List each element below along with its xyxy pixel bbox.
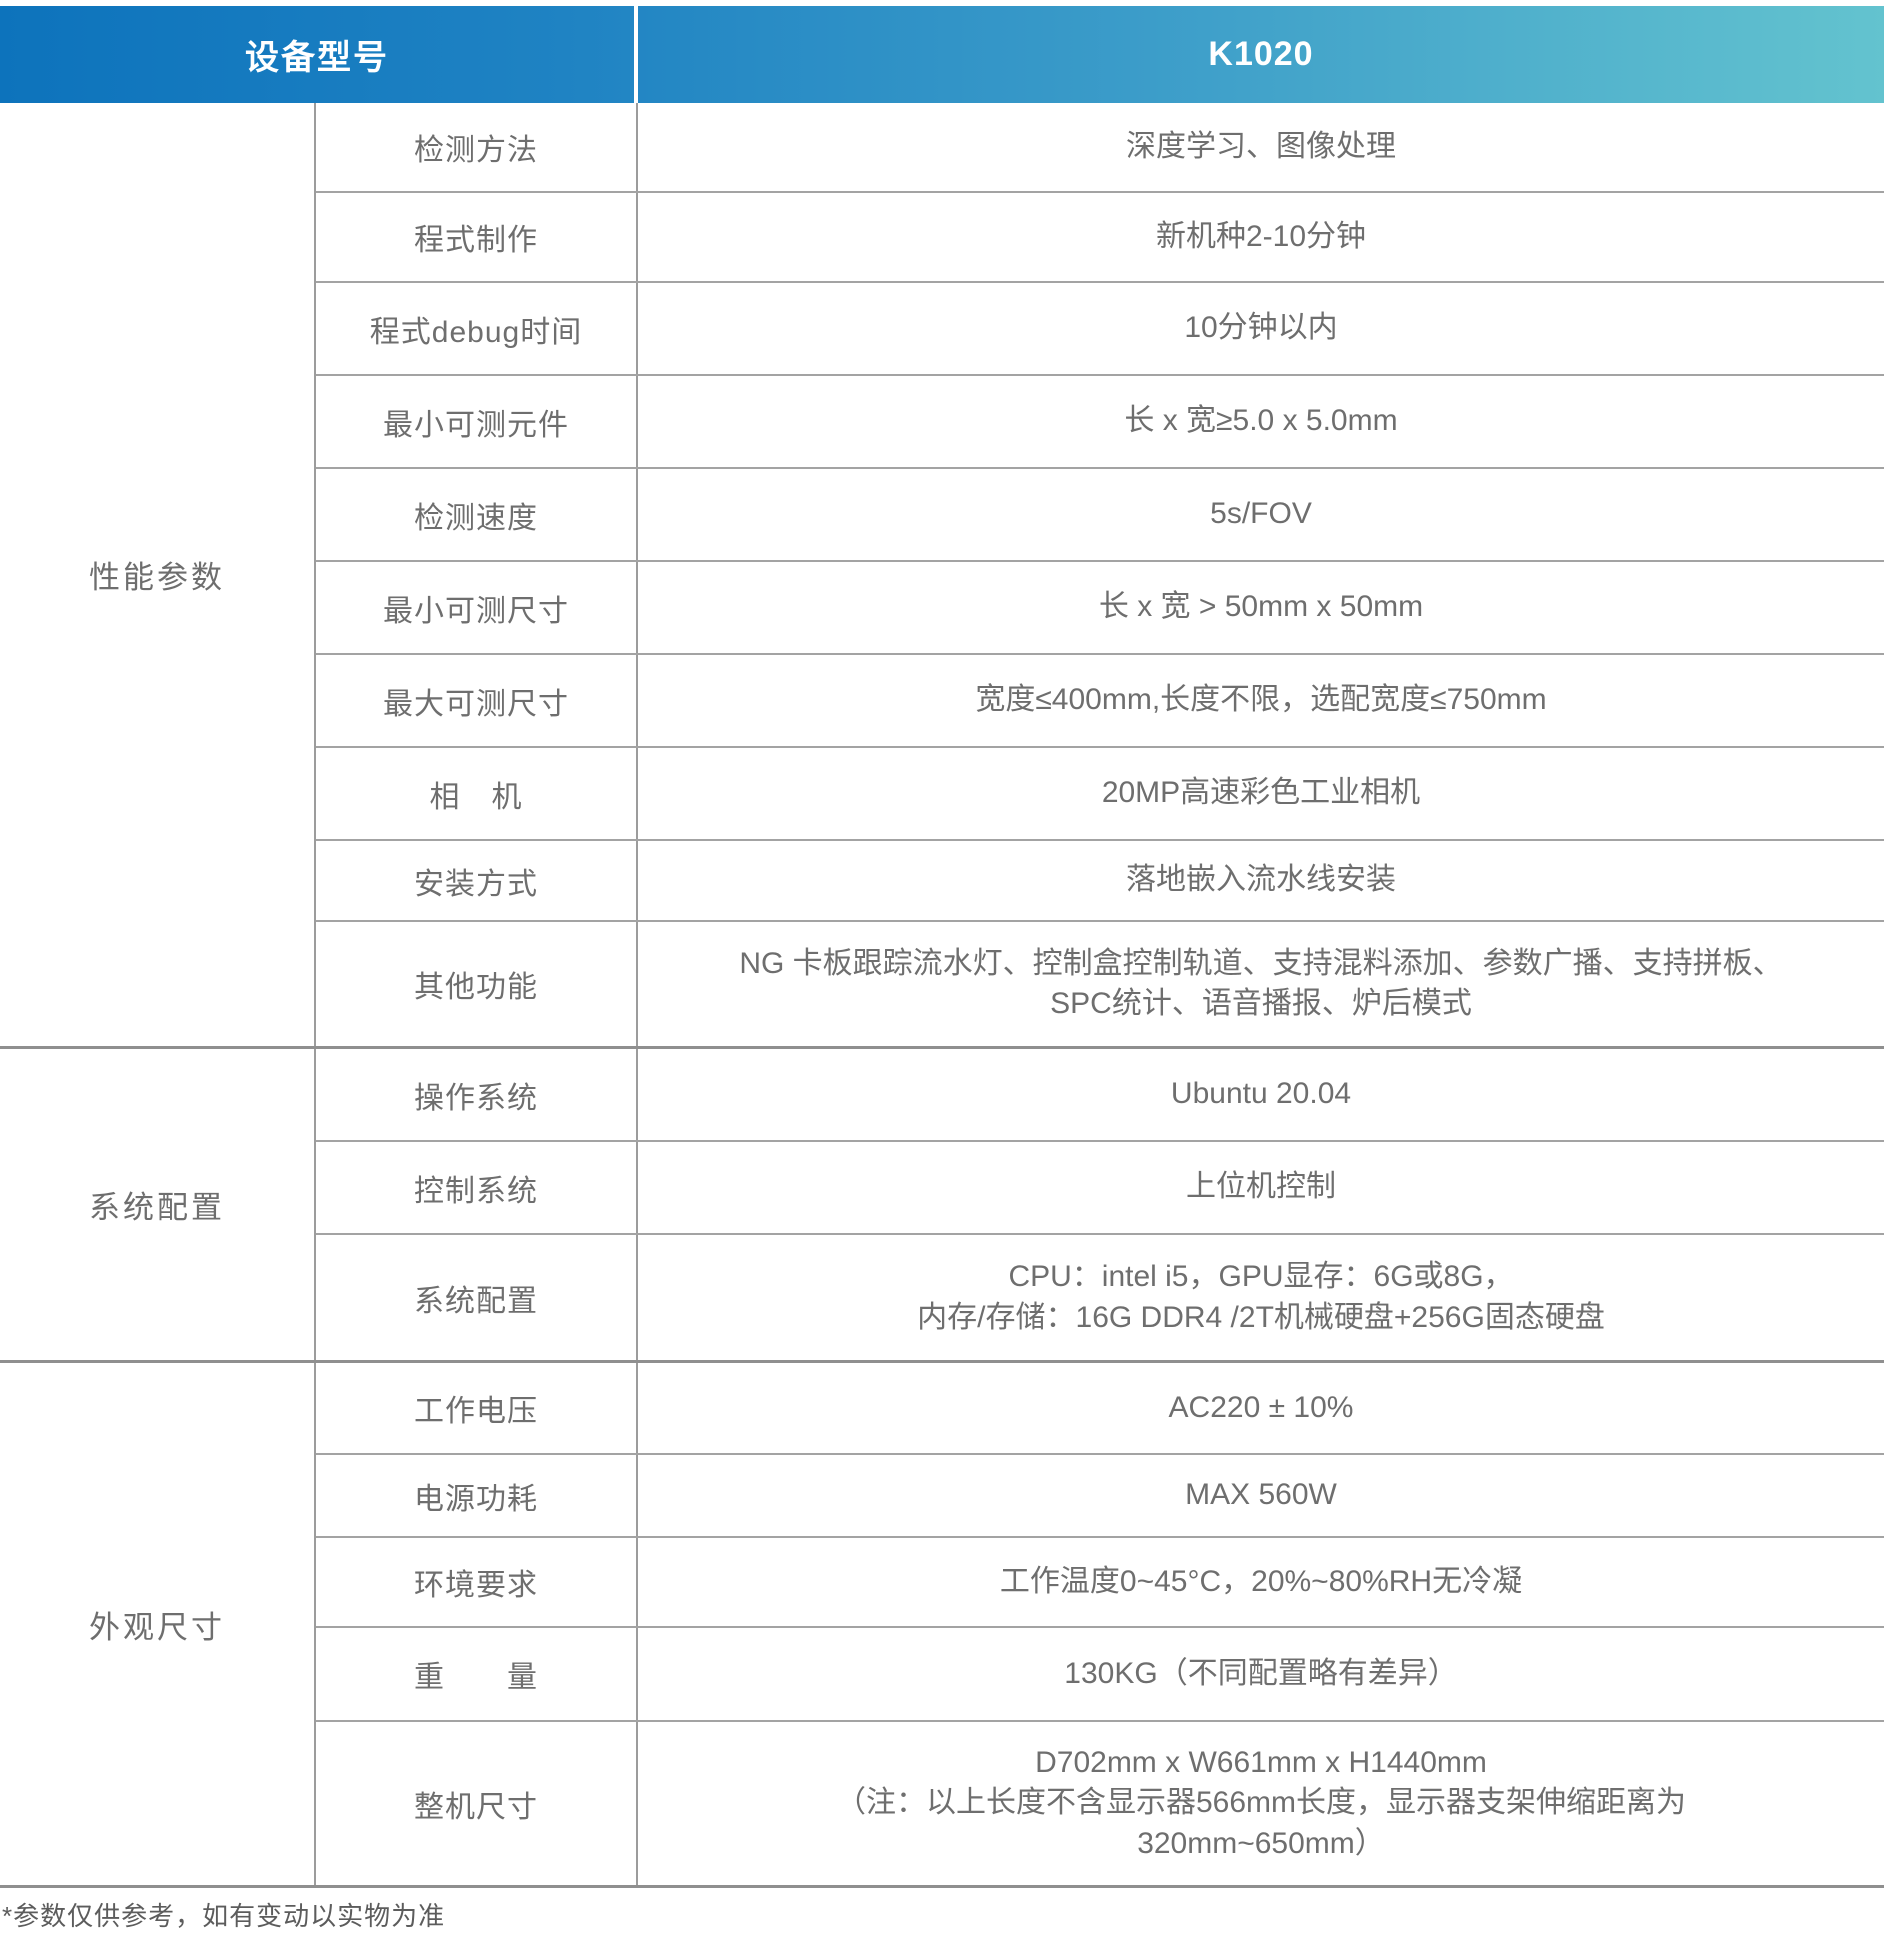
param-name: 整机尺寸: [316, 1722, 638, 1885]
table-header-row: 设备型号 K1020: [0, 6, 1884, 103]
param-name: 环境要求: [316, 1538, 638, 1626]
table-row: 环境要求 工作温度0~45°C，20%~80%RH无冷凝: [316, 1538, 1884, 1628]
table-row: 控制系统 上位机控制: [316, 1142, 1884, 1235]
table-row: 最大可测尺寸 宽度≤400mm,长度不限，选配宽度≤750mm: [316, 655, 1884, 748]
param-name: 检测方法: [316, 103, 638, 191]
param-value: 20MP高速彩色工业相机: [1101, 776, 1421, 810]
param-value: 5s/FOV: [1210, 497, 1312, 531]
param-value: 10分钟以内: [1184, 311, 1338, 345]
param-value: CPU：intel i5，GPU显存：6G或8G， 内存/存储：16G DDR4…: [917, 1260, 1605, 1334]
param-name: 最小可测元件: [316, 376, 638, 467]
param-name: 程式debug时间: [316, 283, 638, 374]
param-name: 检测速度: [316, 469, 638, 560]
table-row: 其他功能 NG 卡板跟踪流水灯、控制盒控制轨道、支持混料添加、参数广播、支持拼板…: [316, 922, 1884, 1046]
group-appearance-dimensions: 外观尺寸 工作电压 AC220 ± 10% 电源功耗 MAX 560W 环境要求…: [0, 1363, 1884, 1888]
table-row: 最小可测元件 长 x 宽≥5.0 x 5.0mm: [316, 376, 1884, 469]
group-label: 性能参数: [0, 103, 316, 1046]
footnote-disclaimer: *参数仅供参考，如有变动以实物为准: [2, 1901, 446, 1931]
table-row: 安装方式 落地嵌入流水线安装: [316, 841, 1884, 922]
group-rows: 检测方法 深度学习、图像处理 程式制作 新机种2-10分钟 程式debug时间 …: [316, 103, 1884, 1046]
param-name: 最大可测尺寸: [316, 655, 638, 746]
param-name: 安装方式: [316, 841, 638, 920]
param-value: 宽度≤400mm,长度不限，选配宽度≤750mm: [975, 683, 1547, 717]
param-name: 重 量: [316, 1628, 638, 1720]
group-label: 外观尺寸: [0, 1363, 316, 1885]
param-value: 130KG（不同配置略有差异）: [1064, 1656, 1458, 1690]
table-row: 操作系统 Ubuntu 20.04: [316, 1049, 1884, 1142]
table-row: 电源功耗 MAX 560W: [316, 1455, 1884, 1538]
param-name: 程式制作: [316, 193, 638, 281]
param-value: Ubuntu 20.04: [1170, 1077, 1352, 1111]
param-name: 其他功能: [316, 922, 638, 1046]
group-label: 系统配置: [0, 1049, 316, 1360]
table-row: 最小可测尺寸 长 x 宽 > 50mm x 50mm: [316, 562, 1884, 655]
header-model-value: K1020: [1208, 35, 1314, 73]
param-name: 操作系统: [316, 1049, 638, 1140]
table-row: 系统配置 CPU：intel i5，GPU显存：6G或8G， 内存/存储：16G…: [316, 1235, 1884, 1360]
table-row: 重 量 130KG（不同配置略有差异）: [316, 1628, 1884, 1722]
table-row: 检测方法 深度学习、图像处理: [316, 103, 1884, 193]
param-name: 相 机: [316, 748, 638, 839]
group-performance-params: 性能参数 检测方法 深度学习、图像处理 程式制作 新机种2-10分钟 程式deb…: [0, 103, 1884, 1049]
param-name: 电源功耗: [316, 1455, 638, 1536]
param-value: AC220 ± 10%: [1168, 1390, 1354, 1424]
table-row: 整机尺寸 D702mm x W661mm x H1440mm （注：以上长度不含…: [316, 1722, 1884, 1885]
table-row: 检测速度 5s/FOV: [316, 469, 1884, 562]
param-value: 长 x 宽 > 50mm x 50mm: [1098, 590, 1424, 624]
group-system-config: 系统配置 操作系统 Ubuntu 20.04 控制系统 上位机控制 系统配置 C…: [0, 1049, 1884, 1363]
group-rows: 操作系统 Ubuntu 20.04 控制系统 上位机控制 系统配置 CPU：in…: [316, 1049, 1884, 1360]
param-name: 工作电压: [316, 1363, 638, 1453]
table-row: 相 机 20MP高速彩色工业相机: [316, 748, 1884, 841]
table-row: 程式制作 新机种2-10分钟: [316, 193, 1884, 283]
param-value: 上位机控制: [1186, 1170, 1336, 1204]
param-value: 长 x 宽≥5.0 x 5.0mm: [1124, 404, 1398, 438]
group-rows: 工作电压 AC220 ± 10% 电源功耗 MAX 560W 环境要求 工作温度…: [316, 1363, 1884, 1885]
param-value: D702mm x W661mm x H1440mm （注：以上长度不含显示器56…: [835, 1745, 1687, 1860]
param-name: 控制系统: [316, 1142, 638, 1233]
param-name: 最小可测尺寸: [316, 562, 638, 653]
table-row: 程式debug时间 10分钟以内: [316, 283, 1884, 376]
param-value: NG 卡板跟踪流水灯、控制盒控制轨道、支持混料添加、参数广播、支持拼板、 SPC…: [739, 946, 1783, 1021]
param-value: 工作温度0~45°C，20%~80%RH无冷凝: [999, 1564, 1523, 1598]
header-device-model-label: 设备型号: [0, 6, 638, 103]
param-value: 落地嵌入流水线安装: [1126, 863, 1396, 897]
device-spec-table: 设备型号 K1020 性能参数 检测方法 深度学习、图像处理 程式制作 新机种2…: [0, 6, 1884, 1933]
param-value: 深度学习、图像处理: [1126, 129, 1396, 163]
param-value: 新机种2-10分钟: [1155, 219, 1367, 253]
param-value: MAX 560W: [1185, 1478, 1337, 1512]
param-name: 系统配置: [316, 1235, 638, 1360]
table-row: 工作电压 AC220 ± 10%: [316, 1363, 1884, 1455]
